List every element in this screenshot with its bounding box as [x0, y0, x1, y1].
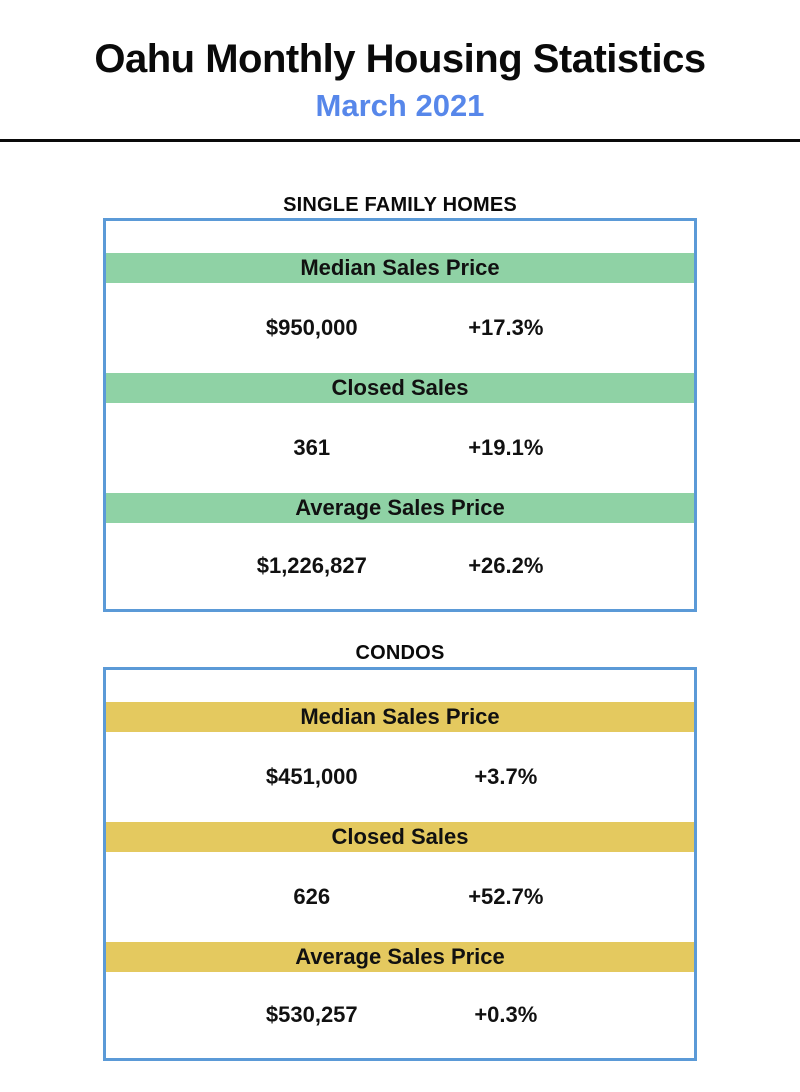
stat-value-row: $1,226,827 +26.2%: [106, 523, 694, 609]
stat-value: 361: [293, 435, 331, 460]
stat-label-banner: Closed Sales: [106, 373, 694, 403]
stat-label-banner: Average Sales Price: [106, 493, 694, 523]
stat-label-banner: Average Sales Price: [106, 942, 694, 972]
stat-change: +17.3%: [468, 315, 544, 340]
stat-value-row: $451,000 +3.7%: [106, 732, 694, 822]
stat-label-banner: Closed Sales: [106, 822, 694, 852]
stat-label-banner: Median Sales Price: [106, 702, 694, 732]
stat-label: Closed Sales: [331, 375, 469, 400]
stat-value: $950,000: [265, 315, 358, 340]
stat-value-row: $950,000 +17.3%: [106, 283, 694, 373]
section-heading-single-family: SINGLE FAMILY HOMES: [283, 194, 517, 216]
stat-value: $451,000: [265, 764, 358, 789]
stat-change: +19.1%: [468, 435, 544, 460]
stat-label: Average Sales Price: [295, 495, 505, 520]
stat-change: +0.3%: [474, 1002, 538, 1027]
box-spacer: [106, 221, 694, 253]
page-title: Oahu Monthly Housing Statistics: [94, 37, 706, 81]
section-condos: CONDOS Median Sales Price $451,000 +3.7%…: [0, 642, 800, 1061]
page-header: Oahu Monthly Housing Statistics March 20…: [0, 0, 800, 142]
box-spacer: [106, 670, 694, 702]
stat-value: 626: [293, 884, 331, 909]
page-subtitle: March 2021: [315, 88, 485, 123]
stat-value-row: 626 +52.7%: [106, 852, 694, 942]
stat-label-banner: Median Sales Price: [106, 253, 694, 283]
stat-value-row: 361 +19.1%: [106, 403, 694, 493]
header-divider: [0, 139, 800, 142]
stats-box-single-family: Median Sales Price $950,000 +17.3% Close…: [103, 218, 697, 612]
section-heading-condos: CONDOS: [355, 642, 445, 664]
stats-box-condos: Median Sales Price $451,000 +3.7% Closed…: [103, 667, 697, 1061]
stat-label: Median Sales Price: [300, 255, 500, 280]
section-single-family-homes: SINGLE FAMILY HOMES Median Sales Price $…: [0, 194, 800, 612]
stat-value: $1,226,827: [256, 553, 367, 578]
stat-value: $530,257: [265, 1002, 358, 1027]
stat-label: Median Sales Price: [300, 704, 500, 729]
stat-change: +26.2%: [468, 553, 544, 578]
stat-label: Closed Sales: [331, 824, 469, 849]
stat-change: +3.7%: [474, 764, 538, 789]
stat-change: +52.7%: [468, 884, 544, 909]
stat-label: Average Sales Price: [295, 944, 505, 969]
stat-value-row: $530,257 +0.3%: [106, 972, 694, 1058]
